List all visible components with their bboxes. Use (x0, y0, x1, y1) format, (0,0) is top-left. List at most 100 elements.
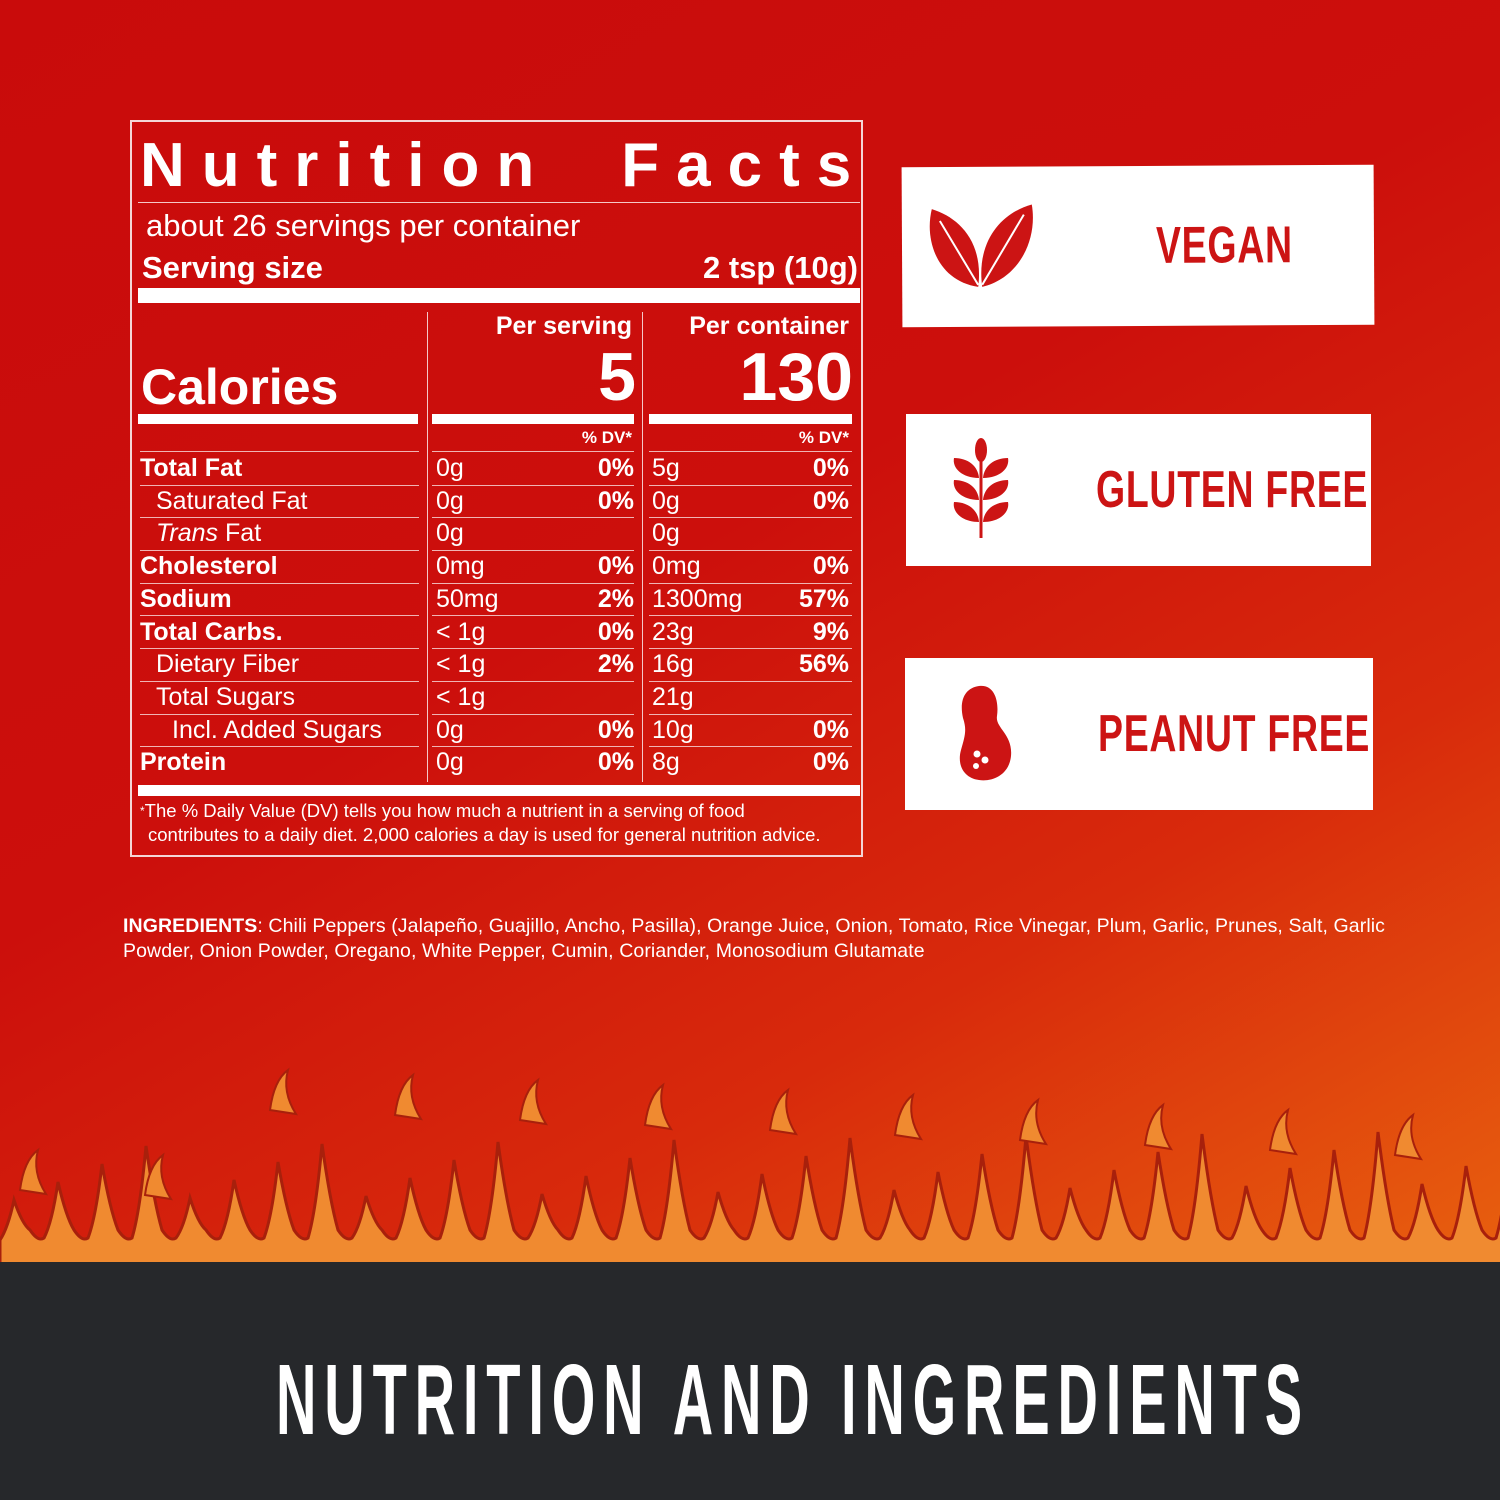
per-container-dv: 0% (812, 486, 849, 515)
per-container-amount: 23g (652, 617, 694, 646)
calories-per-serving: 5 (598, 339, 636, 415)
per-serving-header: Per serving (495, 312, 632, 340)
nutrient-label: Total Fat (140, 454, 243, 482)
nutrient-label: Saturated Fat (156, 486, 308, 515)
nutrient-name: Total Fat (140, 454, 242, 483)
footnote-line: The % Daily Value (DV) tells you how muc… (144, 800, 745, 821)
table-row: Dietary Fiber < 1g 2% 16g 56% (140, 649, 853, 682)
serving-size-value: 2 tsp (10g) (702, 250, 858, 285)
footer-band (0, 1262, 1500, 1500)
dv-header: % DV* (581, 428, 632, 447)
per-container-amount: 0g (652, 519, 680, 548)
calories-per-container: 130 (739, 339, 853, 415)
per-serving-amount: 0g (436, 748, 464, 777)
flame-spark (268, 1067, 299, 1116)
nutrient-name: Protein (140, 748, 226, 777)
badge-label: VEGAN (1155, 216, 1293, 275)
nutrient-name: Cholesterol (140, 552, 278, 581)
ingredients-heading: INGREDIENTS (123, 915, 258, 937)
flame-spark (1393, 1112, 1424, 1161)
per-container-dv: 0% (812, 748, 849, 777)
per-container-amount: 10g (652, 715, 694, 744)
title-word: Nutrition (140, 131, 552, 200)
flame-spark (1268, 1107, 1299, 1156)
per-container-amount: 16g (652, 650, 694, 679)
flame-spark (1143, 1102, 1174, 1151)
badge-peanut-free: PEANUT FREE (905, 658, 1373, 810)
title-word: Facts (621, 131, 869, 200)
per-serving-dv: 0% (597, 748, 634, 777)
per-serving-amount: 0g (436, 454, 464, 482)
footnote: *The % Daily Value (DV) tells you how mu… (140, 799, 821, 847)
table-row: Total Fat 0g 0% 5g 0% (140, 453, 853, 486)
per-container-amount: 8g (652, 748, 680, 777)
thick-divider (138, 785, 860, 796)
divider (138, 202, 860, 203)
thick-divider (432, 414, 634, 424)
table-row: Protein 0g 0% 8g 0% (140, 747, 853, 780)
per-serving-amount: < 1g (436, 682, 486, 711)
per-serving-dv: 0% (597, 486, 634, 515)
per-serving-amount: < 1g (436, 650, 486, 679)
per-serving-dv: 2% (597, 650, 634, 679)
nutrient-name: Trans Fat (156, 519, 261, 548)
flame-spark (393, 1072, 424, 1121)
thick-divider (138, 288, 860, 303)
table-row: Sodium 50mg 2% 1300mg 57% (140, 584, 853, 617)
nutrition-facts-title: Nutrition Facts (140, 130, 868, 201)
servings-per-container: about 26 servings per container (146, 208, 581, 243)
per-container-amount: 5g (652, 454, 680, 482)
per-container-amount: 21g (652, 682, 694, 711)
divider (649, 451, 852, 452)
divider (432, 451, 634, 452)
badge-label: GLUTEN FREE (1096, 461, 1369, 519)
per-serving-amount: 50mg (436, 584, 499, 613)
nutrient-name: Total Sugars (156, 683, 295, 712)
per-container-amount: 0g (652, 486, 680, 515)
per-serving-amount: 0g (436, 715, 464, 744)
leaves-icon (929, 204, 1033, 287)
calories-label: Calories (141, 359, 339, 415)
flame-spark (893, 1092, 924, 1141)
per-container-dv: 0% (812, 715, 849, 744)
nutrient-label: Protein (140, 748, 227, 777)
table-row: Incl. Added Sugars 0g 0% 10g 0% (140, 715, 853, 748)
per-serving-dv: 0% (597, 617, 634, 646)
per-container-amount: 0mg (652, 552, 701, 581)
nutrient-name: Sodium (140, 585, 232, 614)
divider (642, 312, 643, 782)
wheat-icon (953, 438, 1009, 538)
badge-gluten-free: GLUTEN FREE (906, 414, 1371, 566)
footer-title: NUTRITION AND INGREDIENTS (276, 1344, 1310, 1456)
table-row: Cholesterol 0mg 0% 0mg 0% (140, 551, 853, 584)
nutrient-label: Sodium (140, 584, 232, 613)
flame-spark (143, 1152, 174, 1201)
per-container-amount: 1300mg (652, 584, 743, 613)
nutrient-name: Incl. Added Sugars (172, 716, 382, 745)
divider (140, 451, 419, 452)
ingredients-list: : Chili Peppers (Jalapeño, Guajillo, Anc… (123, 915, 1386, 962)
ingredients-text: INGREDIENTS: Chili Peppers (Jalapeño, Gu… (123, 914, 1393, 964)
per-container-dv: 56% (798, 650, 849, 679)
peanut-icon (959, 685, 1012, 781)
table-row: Total Sugars < 1g 21g (140, 682, 853, 715)
nutrient-label: Fat (225, 519, 262, 548)
thick-divider (649, 414, 852, 424)
badge-vegan: VEGAN (901, 164, 1375, 328)
per-serving-amount: 0g (436, 486, 464, 515)
nutrient-name-italic: Trans (156, 519, 219, 548)
flame-spark (18, 1147, 49, 1196)
nutrient-name: Dietary Fiber (156, 650, 299, 679)
flame-spark (518, 1077, 549, 1126)
table-row: Saturated Fat 0g 0% 0g 0% (140, 486, 853, 519)
footnote-star: * (140, 804, 145, 818)
badge-label: PEANUT FREE (1098, 705, 1371, 763)
nutrient-label: Cholesterol (140, 552, 278, 581)
nutrient-label: Dietary Fiber (156, 650, 300, 679)
flame-spark (768, 1087, 799, 1136)
per-serving-dv: 0% (597, 454, 634, 482)
per-container-header: Per container (689, 312, 849, 340)
nutrition-facts-label: Nutrition Facts about 26 servings per con… (130, 120, 863, 857)
per-container-dv: 57% (798, 584, 849, 613)
footnote-line: contributes to a daily diet. 2,000 calor… (148, 824, 821, 845)
